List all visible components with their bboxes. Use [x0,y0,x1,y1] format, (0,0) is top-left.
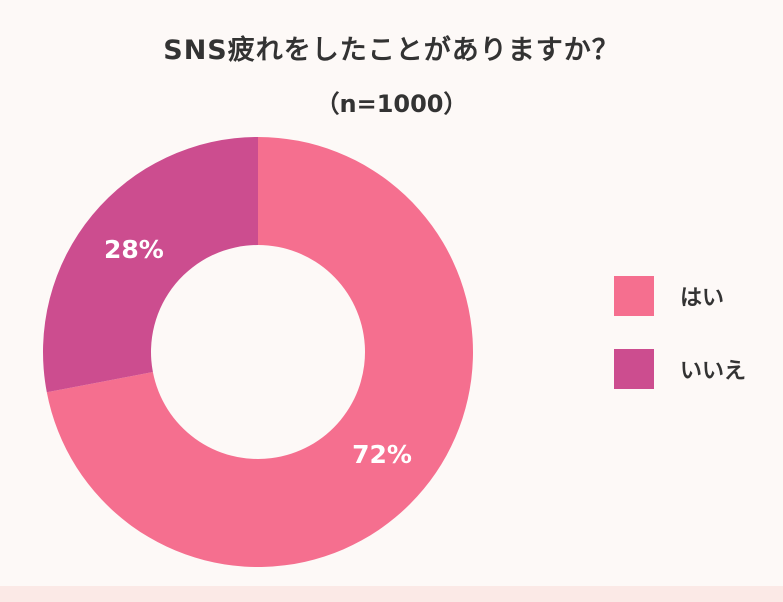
slice-label-no: 28% [104,235,164,264]
slice-label-yes: 72% [352,440,412,469]
legend-swatch-no [614,349,654,389]
legend-swatch-yes [614,276,654,316]
chart-title: SNS疲れをしたことがありますか？ [163,35,620,66]
legend: はい いいえ [614,276,746,422]
chart-subtitle: （n=1000） [315,90,468,118]
slice-no [42,137,258,393]
bottom-band [0,586,783,602]
legend-label-no: いいえ [680,359,747,384]
legend-item-yes: はい [614,276,746,316]
slice-yes [46,137,474,567]
legend-label-yes: はい [680,286,725,311]
legend-item-no: いいえ [614,349,746,389]
